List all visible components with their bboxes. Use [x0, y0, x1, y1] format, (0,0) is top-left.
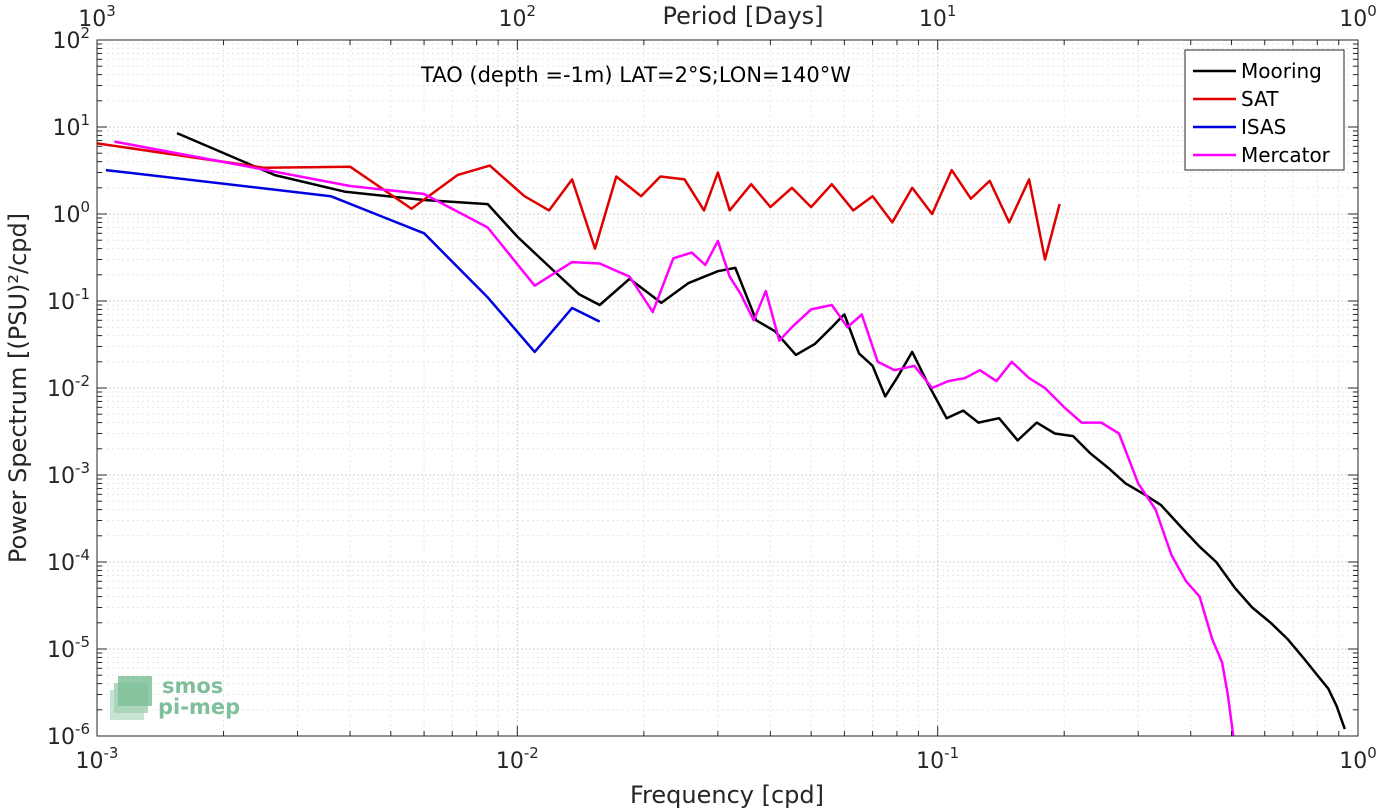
logo-text-smos: smos	[162, 674, 223, 698]
x2-tick-label: 100	[1339, 2, 1377, 32]
y-tick-label: 10-2	[47, 372, 90, 402]
y-tick-label: 101	[52, 111, 90, 141]
series-line-isas	[105, 168, 601, 354]
series-line-mooring	[176, 131, 1346, 730]
chart-title: TAO (depth =-1m) LAT=2°S;LON=140°W	[420, 63, 851, 87]
y-tick-label: 102	[52, 24, 90, 54]
y-tick-label: 10-6	[47, 720, 90, 750]
logo-text-pi-mep: pi-mep	[158, 695, 240, 719]
legend-label-isas: ISAS	[1241, 115, 1286, 139]
y-tick-label: 10-1	[47, 285, 90, 315]
series-line-mercator	[114, 140, 1235, 736]
series-layer	[97, 131, 1346, 736]
x-tick-label: 10-3	[76, 744, 119, 774]
logo-shape-front	[118, 676, 152, 706]
legend-label-sat: SAT	[1241, 87, 1279, 111]
axis-ticks	[96, 39, 1359, 737]
y-tick-label: 10-3	[47, 459, 90, 489]
x2-tick-label: 103	[78, 2, 116, 32]
legend: Mooring SAT ISAS Mercator	[1184, 49, 1345, 171]
x-tick-label: 10-2	[496, 744, 539, 774]
y-axis-label: Power Spectrum [(PSU)²/cpd]	[4, 213, 32, 563]
x2-tick-label: 102	[499, 2, 537, 32]
x2-tick-label: 101	[919, 2, 957, 32]
legend-label-mercator: Mercator	[1241, 143, 1331, 167]
x-axis-label: Frequency [cpd]	[630, 781, 824, 809]
y-tick-label: 10-5	[47, 633, 90, 663]
legend-label-mooring: Mooring	[1241, 59, 1322, 83]
y-tick-label: 100	[52, 198, 90, 228]
smos-pi-mep-logo: smos pi-mep	[110, 674, 240, 720]
x2-axis-label: Period [Days]	[662, 2, 823, 30]
x-tick-label: 10-1	[916, 744, 959, 774]
x-tick-label: 100	[1339, 744, 1377, 774]
series-line-sat	[97, 142, 1061, 261]
y-tick-label: 10-4	[47, 546, 90, 576]
minor-grid	[97, 40, 1358, 736]
